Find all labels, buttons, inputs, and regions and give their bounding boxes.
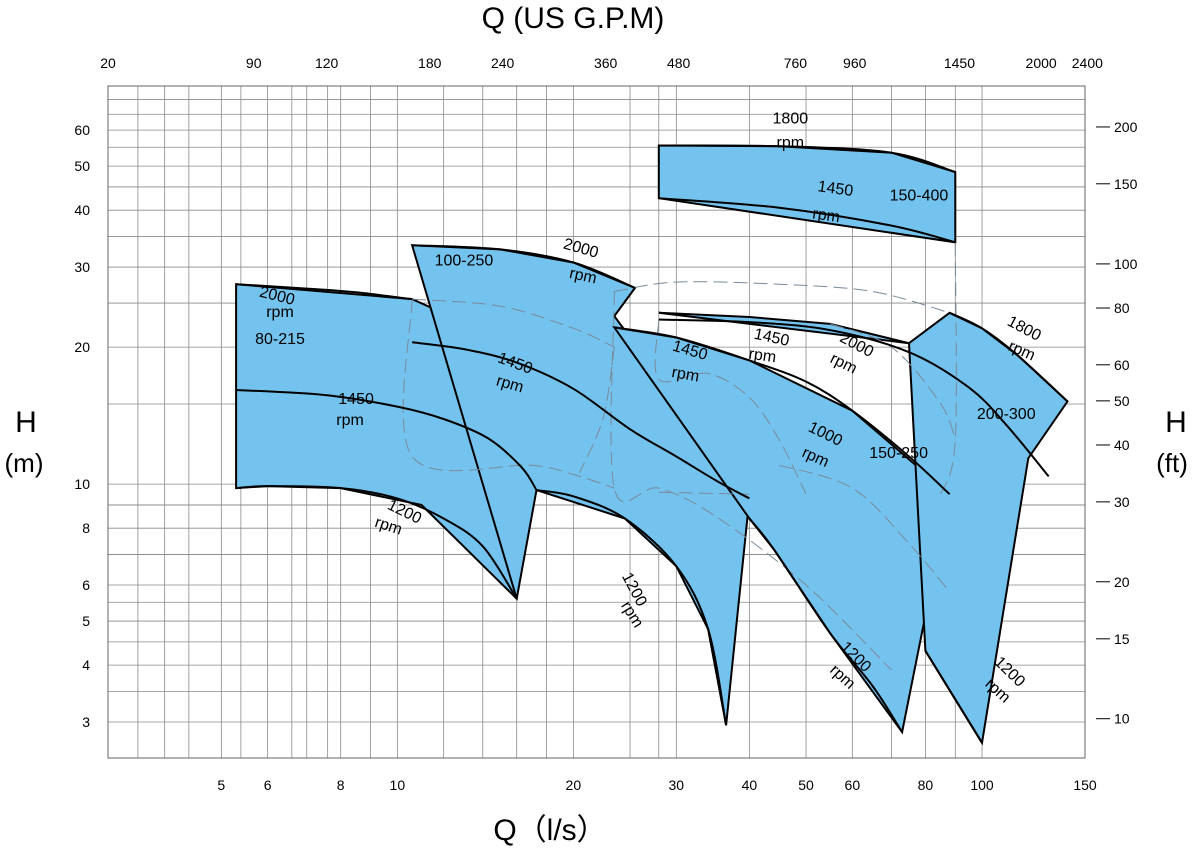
x-tick-label: 30 (669, 777, 685, 793)
x-top-tick-label: 480 (667, 55, 691, 71)
curve-200-300-1800-rpm (949, 311, 1069, 403)
hidden-boundary (779, 464, 950, 593)
y-right-tick-label: 60 (1114, 357, 1130, 373)
y-right-tick-label: 200 (1114, 119, 1138, 135)
x-top-tick-label: 2000 (1026, 55, 1057, 71)
y2-axis-unit: (ft) (1156, 448, 1188, 478)
x-tick-label: 40 (742, 777, 758, 793)
curve-annotation: 100-250 (435, 253, 494, 270)
y-tick-label: 4 (82, 657, 90, 673)
curve-150-400-1800-rpm (658, 144, 956, 174)
curve-annotation: 2000 (561, 236, 600, 262)
x-top-tick-label: 180 (418, 55, 442, 71)
hidden-boundary (614, 281, 950, 314)
curve-annotation: rpm (568, 265, 598, 287)
curve-100-250-1200-rpm (536, 489, 728, 726)
x-top-tick-label: 20 (100, 55, 116, 71)
y-right-tick-label: 150 (1114, 176, 1138, 192)
x-top-tick-label: 2400 (1072, 55, 1103, 71)
hidden-boundary (402, 299, 615, 489)
y-right-tick-label: 20 (1114, 574, 1130, 590)
curve-layer (236, 144, 1069, 744)
y-tick-label: 10 (74, 476, 90, 492)
curve-annotation: 150-250 (869, 445, 928, 462)
x-top-tick-label: 240 (491, 55, 515, 71)
y-tick-label: 30 (74, 259, 90, 275)
x-tick-label: 8 (337, 777, 345, 793)
x-top-tick-label: 90 (246, 55, 262, 71)
curve-annotation: rpm (748, 346, 778, 367)
curve-150-400-1450-rpm (658, 197, 956, 244)
y2-axis-label: H (1165, 406, 1187, 439)
y-tick-label: 6 (82, 577, 90, 593)
curve-annotation: rpm (670, 364, 700, 386)
y-axis-label: H (15, 406, 37, 439)
x-tick-label: 60 (845, 777, 861, 793)
curve-200-300-1200-rpm (924, 650, 983, 744)
x-top-tick-label: 120 (315, 55, 339, 71)
x-tick-label: 6 (264, 777, 272, 793)
x-top-tick-label: 360 (594, 55, 618, 71)
y-right-tick-label: 10 (1114, 711, 1130, 727)
curve-80-215-1450-rpm (236, 389, 538, 491)
x-tick-label: 150 (1073, 777, 1097, 793)
y-right-tick-label: 100 (1114, 256, 1138, 272)
x-tick-label: 100 (970, 777, 994, 793)
hidden-boundary (610, 291, 892, 671)
y-tick-label: 8 (82, 520, 90, 536)
x-tick-label: 5 (217, 777, 225, 793)
y-tick-label: 20 (74, 339, 90, 355)
x-tick-label: 80 (918, 777, 934, 793)
chart-title: Q (US G.P.M) (482, 2, 665, 35)
y-right-tick-label: 30 (1114, 494, 1130, 510)
curve-annotation: 1800 (1004, 313, 1043, 345)
curve-annotation: 80-215 (255, 331, 305, 348)
curve-annotation: rpm (266, 304, 294, 321)
hidden-boundary (830, 323, 956, 441)
y-axis-unit: (m) (5, 448, 44, 478)
y-right-tick-label: 40 (1114, 437, 1130, 453)
x-tick-label: 50 (798, 777, 814, 793)
hidden-edge-layer (402, 242, 957, 671)
hidden-boundary (412, 298, 615, 348)
x-top-tick-label: 960 (843, 55, 867, 71)
hidden-boundary (579, 347, 615, 473)
curve-150-250-1200-rpm (748, 517, 903, 733)
y-tick-label: 5 (82, 613, 90, 629)
plot-border (107, 85, 1086, 759)
y-tick-label: 3 (82, 714, 90, 730)
curve-annotation: rpm (336, 412, 364, 429)
y-right-tick-label: 50 (1114, 393, 1130, 409)
x-top-tick-label: 760 (784, 55, 808, 71)
curve-100-250-1450-rpm (411, 341, 750, 500)
y-tick-label: 40 (74, 202, 90, 218)
y-tick-label: 60 (74, 122, 90, 138)
hidden-boundary (658, 491, 750, 495)
curve-annotation: rpm (494, 372, 525, 396)
curve-150-250-1450-rpm (614, 326, 951, 495)
curve-80-215-1200-rpm (236, 485, 518, 600)
curve-annotation: rpm (777, 134, 805, 151)
curve-annotation: 1800 (773, 111, 809, 128)
curve-200-300-1450-rpm (658, 318, 1050, 478)
x-top-tick-label: 1450 (944, 55, 975, 71)
y-tick-label: 50 (74, 158, 90, 174)
x-tick-label: 20 (566, 777, 582, 793)
x-axis-label: Q（l/s） (493, 814, 606, 847)
curve-annotation: 150-400 (890, 188, 949, 205)
curve-80-215-2000-rpm (236, 283, 413, 301)
curve-annotation: 200-300 (977, 406, 1036, 423)
curve-100-250-2000-rpm (412, 244, 636, 289)
hidden-boundary (940, 242, 957, 495)
curve-annotation: rpm (827, 350, 859, 377)
y-right-tick-label: 80 (1114, 300, 1130, 316)
region-layer (235, 144, 1069, 746)
curve-annotation: 1450 (338, 391, 374, 408)
curve-annotation: 1450 (817, 178, 855, 200)
y-right-tick-label: 15 (1114, 631, 1130, 647)
curve-annotation: rpm (811, 206, 841, 227)
x-tick-label: 10 (390, 777, 406, 793)
